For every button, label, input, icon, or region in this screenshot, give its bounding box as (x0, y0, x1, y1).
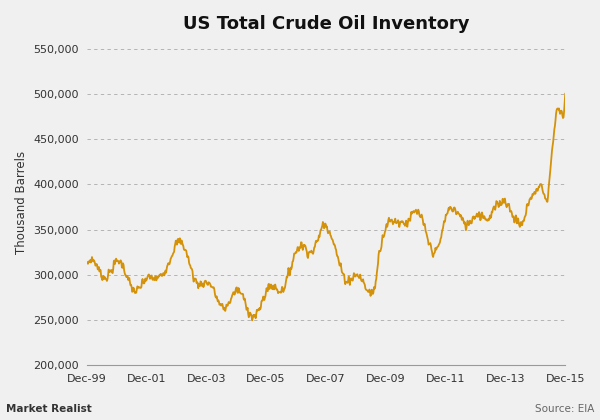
Text: Source: EIA: Source: EIA (535, 404, 594, 414)
Y-axis label: Thousand Barrels: Thousand Barrels (15, 151, 28, 254)
Title: US Total Crude Oil Inventory: US Total Crude Oil Inventory (183, 15, 469, 33)
Text: Market Realist: Market Realist (6, 404, 92, 414)
